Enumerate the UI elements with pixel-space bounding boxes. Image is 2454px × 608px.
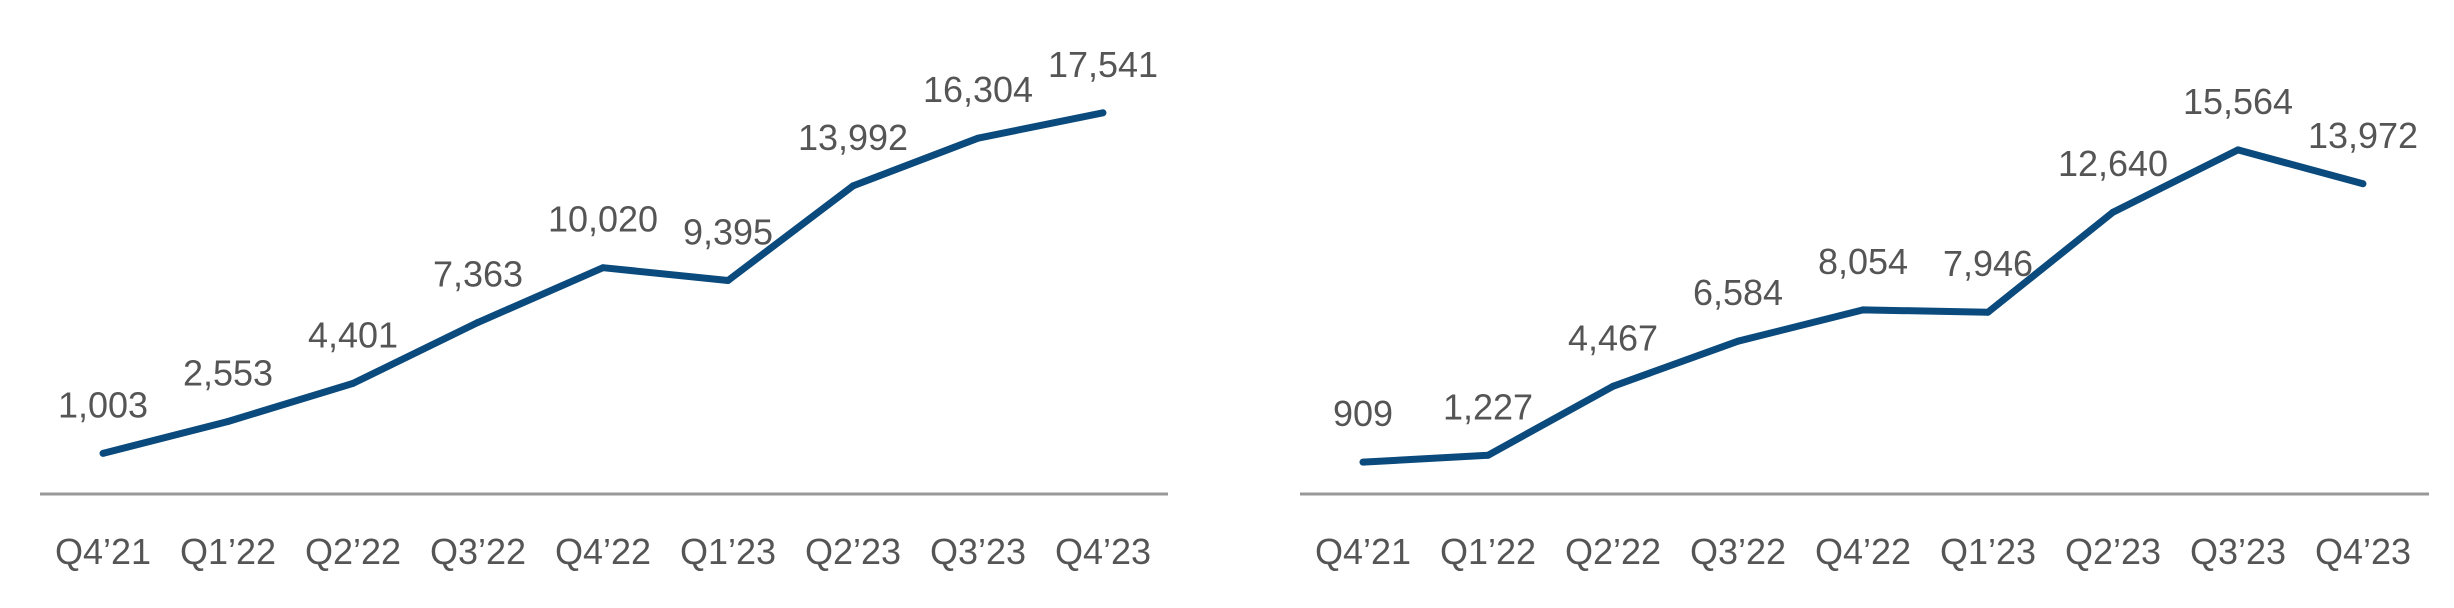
line-chart-left: 1,003 2,553 4,401 7,363 10,020 9,395 13,992 16,… [40, 44, 1168, 572]
data-label: 909 [1333, 393, 1393, 434]
data-point [99, 449, 107, 457]
x-tick-label: Q3’23 [930, 531, 1026, 572]
data-point [724, 277, 732, 284]
data-label: 13,972 [2308, 115, 2418, 156]
data-point [1734, 337, 1742, 345]
data-label: 9,395 [683, 212, 773, 253]
data-point [349, 379, 357, 387]
x-tick-label: Q4’23 [2315, 531, 2411, 572]
data-point [1609, 382, 1617, 390]
data-label: 7,363 [433, 253, 523, 294]
x-tick-label: Q1’23 [1940, 531, 2036, 572]
data-point [2359, 180, 2367, 188]
data-label: 4,467 [1568, 317, 1658, 358]
data-label: 8,054 [1818, 241, 1908, 282]
data-label: 2,553 [183, 353, 273, 394]
x-tick-label: Q1’22 [1440, 531, 1536, 572]
data-label: 6,584 [1693, 272, 1783, 313]
data-label: 7,946 [1943, 243, 2033, 284]
data-point [599, 264, 607, 272]
data-label: 1,227 [1443, 386, 1533, 427]
data-point [224, 418, 232, 425]
x-tick-label: Q4’23 [1055, 531, 1151, 572]
data-label: 1,003 [58, 384, 148, 425]
data-label: 13,992 [798, 117, 908, 158]
x-tick-label: Q4’21 [55, 531, 151, 572]
x-tick-label: Q2’22 [1565, 531, 1661, 572]
data-point [1359, 458, 1367, 466]
data-point [474, 318, 482, 326]
data-label: 15,564 [2183, 81, 2293, 122]
data-point [849, 182, 857, 190]
x-tick-label: Q2’23 [805, 531, 901, 572]
data-label: 12,640 [2058, 143, 2168, 184]
x-tick-label: Q3’23 [2190, 531, 2286, 572]
x-tick-label: Q1’23 [680, 531, 776, 572]
x-tick-label: Q4’22 [555, 531, 651, 572]
data-point [974, 134, 982, 142]
x-tick-label: Q1’22 [180, 531, 276, 572]
series-line [102, 109, 1104, 457]
x-tick-label: Q4’22 [1815, 531, 1911, 572]
data-label: 17,541 [1048, 44, 1158, 85]
x-tick-label: Q2’23 [2065, 531, 2161, 572]
data-point [2234, 146, 2242, 154]
data-point [2109, 208, 2117, 216]
line-chart-right: 909 1,227 4,467 6,584 8,054 7,946 12,640 15,564… [1300, 81, 2429, 572]
x-tick-label: Q3’22 [1690, 531, 1786, 572]
data-point [1484, 451, 1492, 459]
x-tick-label: Q2’22 [305, 531, 401, 572]
data-label: 4,401 [308, 314, 398, 355]
data-point [1984, 308, 1992, 316]
x-tick-label: Q4’21 [1315, 531, 1411, 572]
data-point [1859, 306, 1867, 314]
data-point [1099, 109, 1107, 117]
data-label: 10,020 [548, 199, 658, 240]
x-tick-label: Q3’22 [430, 531, 526, 572]
data-label: 16,304 [923, 69, 1033, 110]
